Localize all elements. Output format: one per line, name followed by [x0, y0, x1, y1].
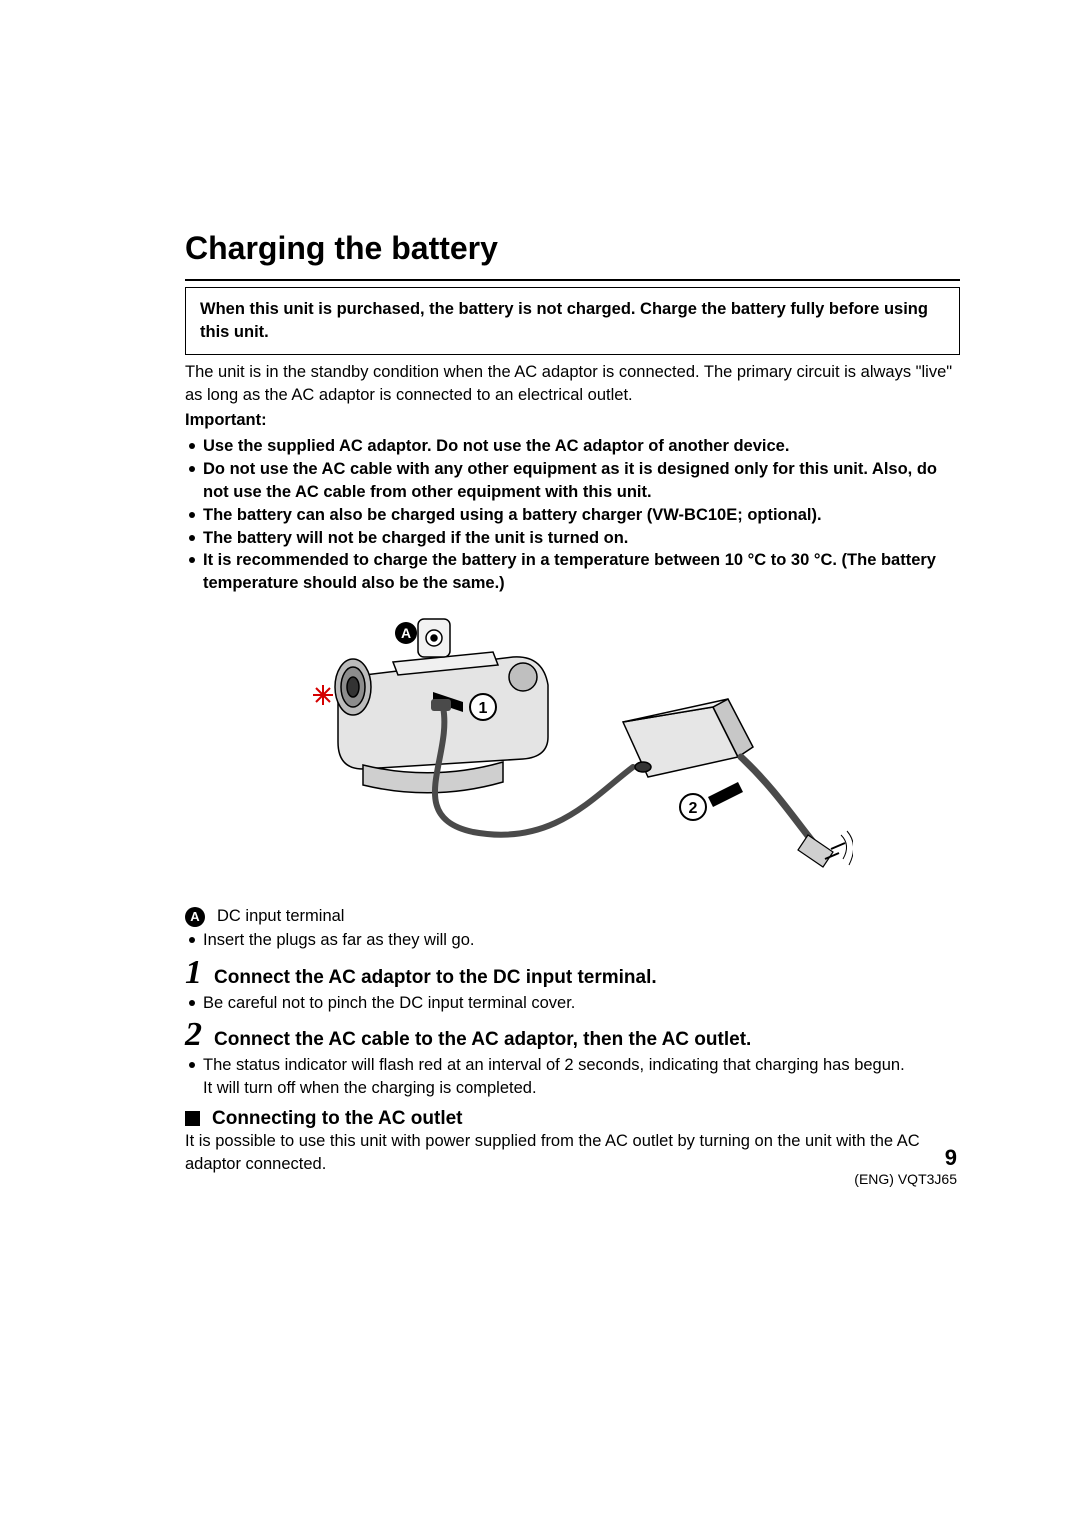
- callout-2: 2: [680, 782, 743, 820]
- doc-code: (ENG) VQT3J65: [854, 1171, 957, 1187]
- ac-cable: [741, 757, 813, 842]
- important-item: Do not use the AC cable with any other e…: [185, 458, 960, 504]
- caption-bullets: Insert the plugs as far as they will go.: [185, 929, 960, 952]
- subhead-body: It is possible to use this unit with pow…: [185, 1130, 960, 1176]
- notice-box: When this unit is purchased, the battery…: [185, 287, 960, 355]
- svg-text:1: 1: [478, 700, 487, 717]
- page-title: Charging the battery: [185, 230, 960, 267]
- step-2-after: It will turn off when the charging is co…: [185, 1077, 960, 1100]
- step-1-bullet-item: Be careful not to pinch the DC input ter…: [185, 992, 960, 1015]
- svg-text:2: 2: [688, 800, 697, 817]
- ac-adaptor: [623, 699, 753, 777]
- step-1-bullets: Be careful not to pinch the DC input ter…: [185, 992, 960, 1015]
- step-1: 1 Connect the AC adaptor to the DC input…: [185, 956, 960, 990]
- intro-text: The unit is in the standby condition whe…: [185, 361, 960, 407]
- important-item: The battery will not be charged if the u…: [185, 527, 960, 550]
- caption-bullet-item: Insert the plugs as far as they will go.: [185, 929, 960, 952]
- step-1-number: 1: [185, 956, 202, 990]
- important-item: It is recommended to charge the battery …: [185, 549, 960, 595]
- title-rule: [185, 279, 960, 281]
- important-list: Use the supplied AC adaptor. Do not use …: [185, 435, 960, 594]
- charging-illustration-svg: A 1 2: [293, 607, 853, 887]
- status-led-icon: [313, 685, 333, 705]
- important-item: Use the supplied AC adaptor. Do not use …: [185, 435, 960, 458]
- caption-a-text: DC input terminal: [217, 907, 344, 926]
- step-1-title: Connect the AC adaptor to the DC input t…: [214, 967, 657, 989]
- callout-a: A: [395, 622, 417, 644]
- manual-page: Charging the battery When this unit is p…: [0, 0, 1080, 1175]
- page-footer: 9 (ENG) VQT3J65: [854, 1145, 957, 1187]
- step-2: 2 Connect the AC cable to the AC adaptor…: [185, 1018, 960, 1052]
- caption-a-row: A DC input terminal: [185, 907, 960, 927]
- square-marker-icon: [185, 1111, 200, 1126]
- subhead-text: Connecting to the AC outlet: [212, 1108, 463, 1130]
- subhead-row: Connecting to the AC outlet: [185, 1108, 960, 1130]
- step-2-bullet-item: The status indicator will flash red at a…: [185, 1054, 960, 1077]
- important-item: The battery can also be charged using a …: [185, 504, 960, 527]
- page-number: 9: [854, 1145, 957, 1171]
- step-2-number: 2: [185, 1018, 202, 1052]
- caption-a-badge: A: [185, 907, 205, 927]
- svg-text:A: A: [400, 625, 410, 641]
- important-label: Important:: [185, 409, 960, 432]
- step-2-bullets: The status indicator will flash red at a…: [185, 1054, 960, 1077]
- charging-figure: A 1 2: [293, 607, 853, 887]
- step-2-title: Connect the AC cable to the AC adaptor, …: [214, 1029, 751, 1051]
